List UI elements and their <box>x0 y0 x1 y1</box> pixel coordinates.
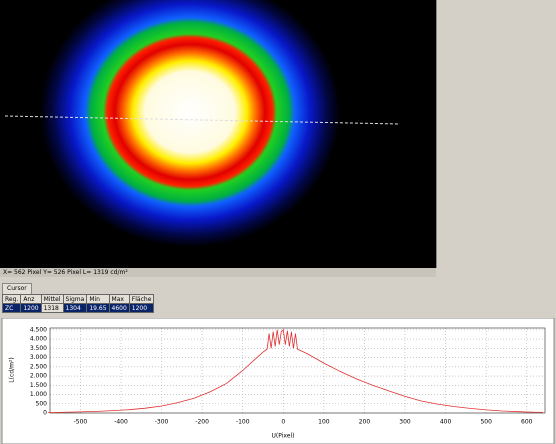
y-tick-label: 2.000 <box>30 373 47 380</box>
status-bar: X= 562 Pixel Y= 526 Pixel L= 1319 cd/m² <box>0 268 436 277</box>
table-header: Fläche <box>128 294 155 304</box>
table-header: Reg. <box>1 294 22 304</box>
x-tick-label: -500 <box>74 419 88 426</box>
x-tick-label: 500 <box>480 419 492 426</box>
y-tick-label: 500 <box>36 400 48 407</box>
y-tick-label: 1.000 <box>30 391 47 398</box>
y-tick-label: 4.500 <box>30 326 47 333</box>
y-axis-label: L(cd/m²) <box>9 357 16 382</box>
x-tick-label: -400 <box>114 419 128 426</box>
table-header: Min <box>86 294 110 304</box>
x-tick-label: 0 <box>281 419 285 426</box>
table-header: Sigma <box>62 294 88 304</box>
side-panel <box>436 0 556 268</box>
table-cell: 4600 <box>108 303 130 313</box>
x-tick-label: 200 <box>359 419 371 426</box>
x-tick-label: 600 <box>521 419 533 426</box>
y-tick-label: 3.000 <box>30 354 47 361</box>
table-cell: 1200 <box>20 303 42 313</box>
y-tick-label: 3.500 <box>30 345 47 352</box>
x-tick-label: -300 <box>155 419 169 426</box>
stats-table: Reg. Anz Mittel Sigma Min Max Fläche ZC 1200 131… <box>1 294 155 313</box>
table-cell: 19.65 <box>86 303 110 313</box>
luminance-image <box>0 0 436 268</box>
table-header: Mittel <box>40 294 64 304</box>
table-cell: 1304 <box>62 303 88 313</box>
table-header: Max <box>108 294 130 304</box>
x-axis-label: U(Pixel) <box>272 433 295 440</box>
x-tick-label: 400 <box>440 419 452 426</box>
table-cell: 1318 <box>40 303 64 313</box>
table-header: Anz <box>20 294 42 304</box>
table-cell: 1200 <box>128 303 155 313</box>
table-cell: ZC <box>1 303 22 313</box>
x-tick-label: 100 <box>318 419 330 426</box>
profile-chart: U(Pixel) L(cd/m²) 0 500 1.000 1.500 2.000 2.5… <box>1 318 555 444</box>
x-tick-label: -200 <box>195 419 209 426</box>
tab[interactable]: Cursor <box>2 283 32 294</box>
y-tick-label: 2.500 <box>30 363 47 370</box>
y-tick-label: 0 <box>43 410 47 417</box>
y-tick-label: 1.500 <box>30 382 47 389</box>
plot-frame <box>49 327 546 414</box>
profile-line <box>47 329 543 414</box>
x-tick-label: 300 <box>399 419 411 426</box>
y-tick-label: 4.000 <box>30 336 47 343</box>
x-tick-label: -100 <box>236 419 250 426</box>
